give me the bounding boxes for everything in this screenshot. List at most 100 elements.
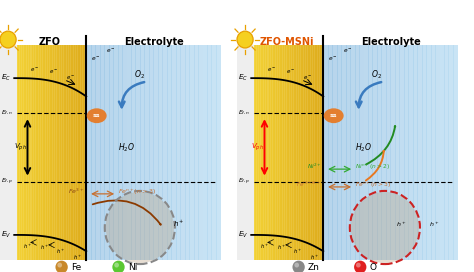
Bar [328, 45, 333, 260]
Bar [136, 45, 141, 260]
Bar [283, 45, 286, 260]
Text: $V_{ph}$: $V_{ph}$ [251, 142, 264, 153]
Circle shape [57, 262, 62, 268]
Circle shape [354, 261, 366, 272]
Text: $h^+$: $h^+$ [396, 220, 406, 228]
Text: ss: ss [93, 113, 100, 118]
Bar [282, 45, 284, 260]
Text: $h^+$: $h^+$ [429, 220, 439, 228]
Bar [79, 45, 82, 260]
Bar [24, 45, 26, 260]
Text: $E_{f,n}$: $E_{f,n}$ [238, 109, 250, 117]
Bar [448, 45, 454, 260]
Bar [377, 45, 383, 260]
Circle shape [55, 261, 68, 272]
Bar [176, 45, 181, 260]
Bar [304, 45, 307, 260]
Bar [55, 45, 58, 260]
Bar [22, 45, 25, 260]
Text: $h^+$: $h^+$ [310, 253, 319, 262]
Bar [255, 45, 258, 260]
Bar [332, 45, 337, 260]
Bar [60, 45, 63, 260]
Text: $e^-$: $e^-$ [267, 66, 276, 74]
Bar [355, 45, 360, 260]
Bar [20, 45, 23, 260]
Bar [193, 45, 199, 260]
Bar [100, 45, 105, 260]
Bar [350, 45, 356, 260]
Text: Fe: Fe [71, 262, 82, 271]
Bar [308, 45, 310, 260]
Bar [37, 45, 40, 260]
Bar [46, 45, 49, 260]
Bar [399, 45, 405, 260]
Bar [74, 45, 77, 260]
Bar [288, 45, 291, 260]
Text: Ni: Ni [128, 262, 137, 271]
Bar [50, 45, 52, 260]
Bar [364, 45, 369, 260]
Bar [18, 45, 21, 260]
Text: $h^+$: $h^+$ [73, 253, 82, 262]
Bar [295, 45, 298, 260]
Bar [36, 45, 38, 260]
Bar [25, 45, 28, 260]
Bar [167, 45, 172, 260]
Bar [84, 45, 87, 260]
Bar [65, 45, 68, 260]
Text: Electrolyte: Electrolyte [124, 37, 184, 47]
Bar [413, 45, 418, 260]
Text: $Ni^{2+}$: $Ni^{2+}$ [307, 162, 321, 171]
Bar [118, 45, 123, 260]
Bar [43, 45, 46, 260]
Bar [315, 45, 317, 260]
Text: $V_{ph}$: $V_{ph}$ [14, 142, 27, 153]
Bar [373, 45, 378, 260]
Text: O: O [370, 262, 377, 271]
Bar [382, 45, 387, 260]
Bar [297, 45, 300, 260]
Bar [154, 45, 159, 260]
Text: $E_V$: $E_V$ [238, 230, 248, 240]
Bar [104, 45, 109, 260]
Text: $h^+$: $h^+$ [293, 247, 302, 256]
Bar [34, 45, 36, 260]
Text: $e^-$: $e^-$ [106, 47, 116, 55]
Bar [189, 45, 194, 260]
Bar [32, 45, 35, 260]
Bar [180, 45, 186, 260]
Bar [27, 45, 30, 260]
Bar [64, 45, 66, 260]
Text: $E_{f,p}$: $E_{f,p}$ [1, 177, 13, 187]
Bar [285, 45, 288, 260]
Bar [306, 45, 309, 260]
Circle shape [294, 262, 299, 268]
Circle shape [237, 31, 253, 48]
Bar [30, 45, 33, 260]
Bar [131, 45, 137, 260]
Text: $e^-$: $e^-$ [30, 66, 39, 74]
Circle shape [292, 261, 305, 272]
Bar [404, 45, 409, 260]
Bar [122, 45, 128, 260]
Text: $O_2$: $O_2$ [135, 69, 145, 81]
Bar [73, 45, 75, 260]
Bar [276, 45, 279, 260]
Text: ss: ss [330, 113, 337, 118]
Text: ZFO: ZFO [39, 37, 61, 47]
Bar [109, 45, 114, 260]
Text: $E_{f,n}$: $E_{f,n}$ [1, 109, 13, 117]
Bar [299, 45, 301, 260]
Bar [149, 45, 155, 260]
Text: $e^-$: $e^-$ [328, 55, 337, 63]
Bar [267, 45, 270, 260]
Bar [113, 45, 118, 260]
Bar [435, 45, 440, 260]
Bar [83, 45, 85, 260]
Text: $E_C$: $E_C$ [238, 73, 248, 83]
Bar [346, 45, 351, 260]
Bar [51, 45, 54, 260]
Bar [81, 45, 84, 260]
Bar [207, 45, 212, 260]
